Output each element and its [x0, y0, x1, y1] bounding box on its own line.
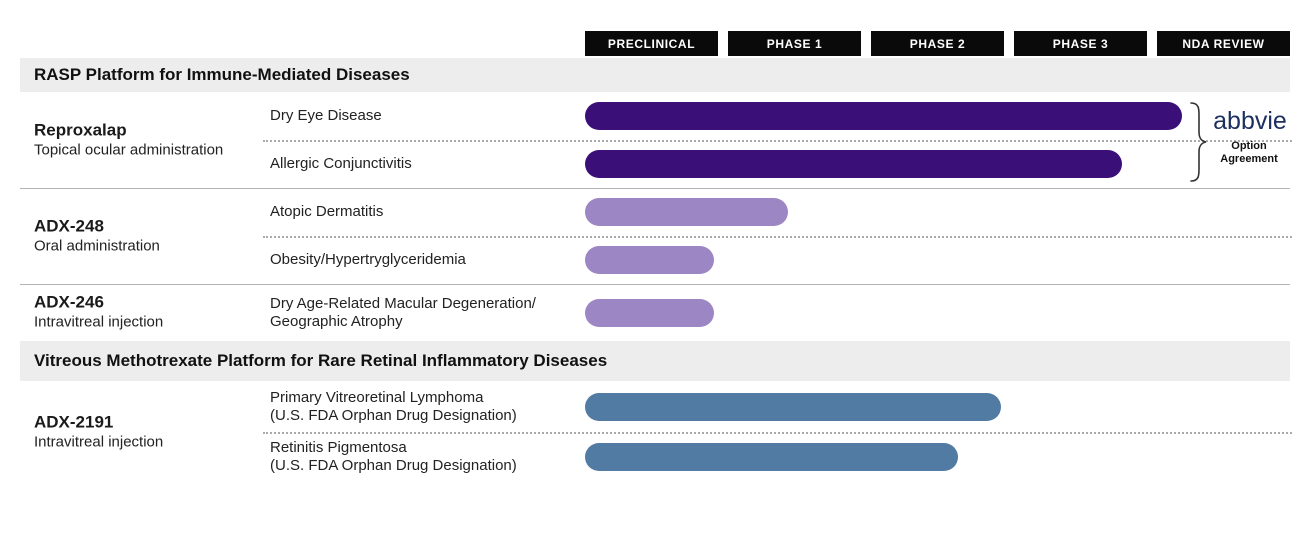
row-separator-dotted — [263, 140, 1292, 142]
section-band-vitreous-methotrexate: Vitreous Methotrexate Platform for Rare … — [20, 341, 1290, 381]
indication-label: Dry Age-Related Macular Degeneration/ Ge… — [270, 295, 570, 331]
drug-route: Intravitreal injection — [34, 433, 164, 451]
progress-bar — [585, 298, 714, 327]
progress-bar — [585, 246, 714, 274]
indication-line1: Atopic Dermatitis — [270, 203, 384, 220]
progress-track — [585, 102, 1290, 130]
pipeline-row-retinitis-pigmentosa: Retinitis Pigmentosa (U.S. FDA Orphan Dr… — [0, 432, 1295, 482]
pipeline-row-atopic-dermatitis: Atopic Dermatitis — [0, 188, 1295, 236]
indication-line1: Allergic Conjunctivitis — [270, 155, 412, 172]
option-agreement-label: Option Agreement — [1220, 140, 1278, 165]
indication-line1: Obesity/Hypertryglyceridemia — [270, 251, 466, 268]
group-separator — [20, 188, 1290, 189]
pipeline-row-allergic-conjunctivitis: Allergic Conjunctivitis — [0, 140, 1295, 188]
pipeline-row-primary-vitreoretinal-lymphoma: Primary Vitreoretinal Lymphoma (U.S. FDA… — [0, 382, 1295, 432]
phase-header-preclinical: PRECLINICAL — [585, 31, 718, 56]
indication-label: Retinitis Pigmentosa (U.S. FDA Orphan Dr… — [270, 439, 570, 475]
section-band-rasp: RASP Platform for Immune-Mediated Diseas… — [20, 58, 1290, 92]
progress-track — [585, 198, 1290, 226]
pipeline-row-dry-eye-disease: Dry Eye Disease — [0, 92, 1295, 140]
indication-line1: Dry Age-Related Macular Degeneration/ — [270, 294, 536, 312]
drug-block-adx-246: ADX-246 Intravitreal injection — [34, 292, 264, 333]
drug-block-adx-2191: ADX-2191 Intravitreal injection — [34, 412, 264, 453]
indication-line1: Primary Vitreoretinal Lymphoma — [270, 389, 484, 406]
indication-label: Atopic Dermatitis — [270, 203, 570, 221]
drug-name: ADX-2191 — [34, 412, 114, 432]
drug-block-adx-248: ADX-248 Oral administration — [34, 216, 264, 257]
indication-line1: Dry Eye Disease — [270, 107, 382, 124]
progress-track — [585, 246, 1290, 274]
indication-label: Primary Vitreoretinal Lymphoma (U.S. FDA… — [270, 389, 570, 425]
section-title-rasp: RASP Platform for Immune-Mediated Diseas… — [34, 65, 410, 84]
progress-bar — [585, 198, 789, 226]
progress-track — [585, 393, 1290, 421]
indication-line2: (U.S. FDA Orphan Drug Designation) — [270, 407, 517, 424]
progress-track — [585, 150, 1290, 178]
drug-route: Topical ocular administration — [34, 141, 224, 159]
bracket-icon — [1190, 102, 1207, 182]
drug-name: ADX-246 — [34, 292, 104, 312]
pipeline-row-obesity-hypertryglyceridemia: Obesity/Hypertryglyceridemia — [0, 236, 1295, 284]
indication-line2: (U.S. FDA Orphan Drug Designation) — [270, 457, 517, 474]
drug-route: Oral administration — [34, 237, 160, 255]
drug-block-reproxalap: Reproxalap Topical ocular administration — [34, 120, 264, 161]
indication-label: Dry Eye Disease — [270, 107, 570, 125]
drug-route: Intravitreal injection — [34, 313, 164, 331]
row-separator-dotted — [263, 236, 1292, 238]
progress-bar — [585, 393, 1001, 421]
phase-header-nda-review: NDA REVIEW — [1157, 31, 1290, 56]
section-title-vitreous-methotrexate: Vitreous Methotrexate Platform for Rare … — [34, 351, 608, 370]
phase-header-phase3: PHASE 3 — [1014, 31, 1147, 56]
phase-header-phase2: PHASE 2 — [871, 31, 1004, 56]
indication-label: Obesity/Hypertryglyceridemia — [270, 251, 570, 269]
progress-track — [585, 443, 1290, 471]
drug-name: Reproxalap — [34, 120, 127, 140]
drug-name: ADX-248 — [34, 216, 104, 236]
indication-label: Allergic Conjunctivitis — [270, 155, 570, 173]
progress-bar — [585, 102, 1183, 130]
progress-track — [585, 298, 1290, 327]
indication-line2: Geographic Atrophy — [270, 312, 403, 330]
phase-header-phase1: PHASE 1 — [728, 31, 861, 56]
abbvie-logo: abbvie — [1213, 107, 1287, 135]
progress-bar — [585, 150, 1123, 178]
pipeline-row-dry-amd-geographic-atrophy: Dry Age-Related Macular Degeneration/ Ge… — [0, 284, 1295, 341]
row-separator-dotted — [263, 432, 1292, 434]
progress-bar — [585, 443, 958, 471]
indication-line1: Retinitis Pigmentosa — [270, 439, 407, 456]
group-separator — [20, 284, 1290, 285]
